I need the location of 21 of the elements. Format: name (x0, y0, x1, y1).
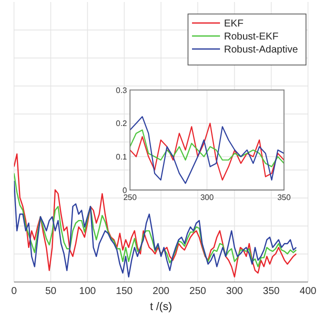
x-tick-label: 400 (300, 286, 317, 297)
x-tick-label: 50 (45, 286, 57, 297)
legend-label: Robust-EKF (224, 32, 278, 42)
legend-label: Robust-Adaptive (224, 44, 298, 56)
legend-label: EKF (224, 18, 244, 30)
y-tick-label: 0.3 (116, 86, 128, 95)
x-tick-label: 250 (123, 193, 138, 202)
line-series (130, 129, 284, 168)
y-tick-label: 0 (122, 186, 128, 195)
x-tick-label: 250 (189, 286, 207, 297)
x-tick-label: 350 (262, 286, 280, 297)
y-tick-label: 0.2 (116, 119, 128, 128)
x-tick-label: 100 (79, 286, 96, 297)
x-tick-label: 200 (152, 286, 170, 297)
x-tick-label: 350 (277, 193, 292, 202)
x-tick-label: 150 (116, 286, 134, 297)
x-tick-label: 0 (11, 286, 18, 297)
x-tick-label: 300 (200, 193, 214, 202)
x-axis-title: t /(s) (150, 301, 172, 313)
y-tick-label: 0.1 (116, 152, 128, 162)
x-tick-label: 300 (226, 286, 244, 297)
